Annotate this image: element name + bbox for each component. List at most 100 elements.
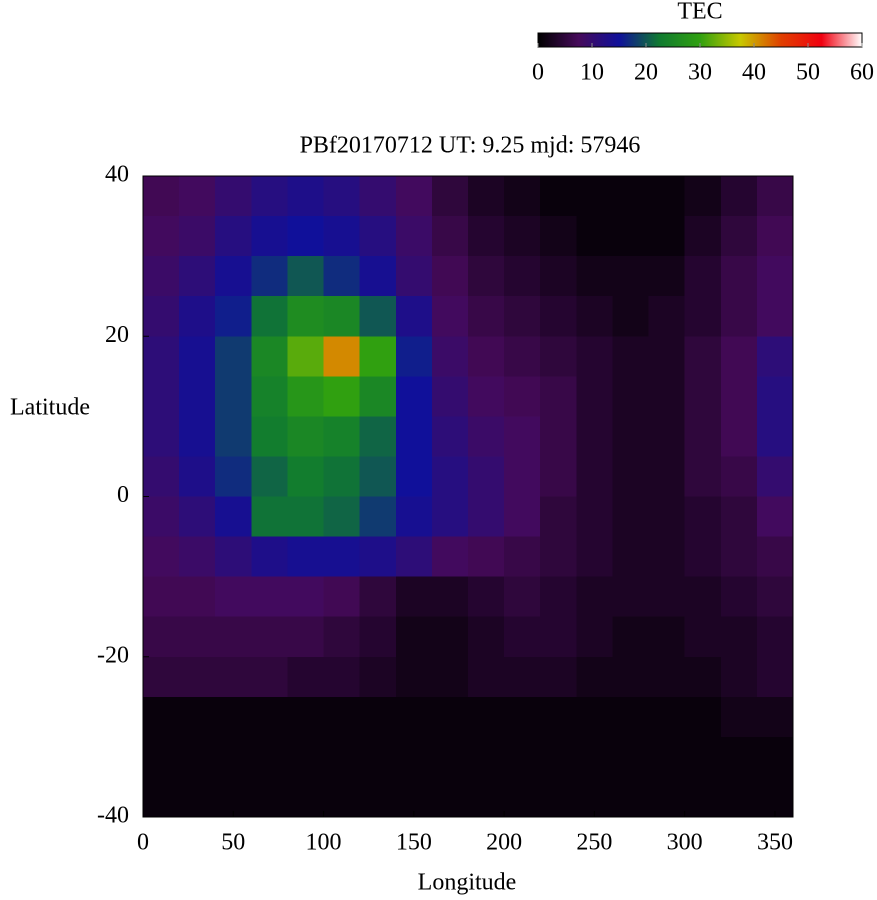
heatmap-cell [323, 776, 361, 818]
heatmap-cell [287, 376, 325, 417]
y-tick-label: -40 [97, 803, 129, 829]
heatmap-cell [287, 456, 325, 497]
x-tick-label: 100 [306, 830, 342, 856]
heatmap-cell [756, 536, 794, 578]
heatmap-cell [215, 576, 252, 618]
heatmap-cell [756, 416, 794, 457]
heatmap-cell [431, 776, 469, 818]
heatmap-cell [720, 616, 758, 658]
heatmap-cell [323, 696, 361, 738]
heatmap-cell [323, 536, 361, 578]
heatmap-cell [684, 216, 722, 257]
heatmap-cell [143, 176, 180, 217]
heatmap-cell [323, 576, 361, 618]
heatmap-cell [215, 696, 252, 738]
heatmap-cell [251, 216, 288, 257]
heatmap-cell [576, 536, 613, 578]
heatmap-cell [143, 216, 180, 257]
heatmap-cell [215, 176, 252, 217]
heatmap-cell [540, 336, 577, 377]
heatmap-cell [576, 216, 613, 257]
heatmap-cell [612, 256, 650, 297]
heatmap-cell [251, 296, 288, 337]
heatmap-cell [251, 616, 288, 658]
heatmap-cell [648, 416, 686, 457]
x-tick-label: 50 [221, 830, 245, 856]
heatmap-cell [540, 256, 577, 297]
heatmap-cell [540, 736, 577, 778]
heatmap-cell [431, 376, 469, 417]
heatmap-cell [756, 776, 794, 818]
heatmap-cell [431, 696, 469, 738]
heatmap-cell [504, 616, 541, 658]
heatmap-cell [504, 696, 541, 738]
heatmap-cell [540, 576, 577, 618]
heatmap-cell [576, 376, 613, 417]
heatmap-cell [251, 256, 288, 297]
heatmap-cell [504, 736, 541, 778]
heatmap-cell [179, 456, 216, 497]
heatmap-cell [287, 656, 325, 698]
heatmap-cell [756, 496, 794, 538]
heatmap-cell [359, 576, 397, 618]
heatmap-cell [215, 616, 252, 658]
heatmap-cell [215, 656, 252, 698]
heatmap-cell [323, 336, 361, 377]
heatmap-cell [612, 456, 650, 497]
heatmap-cell [179, 696, 216, 738]
heatmap-cell [576, 576, 613, 618]
heatmap-cell [323, 176, 361, 217]
heatmap-cell [323, 256, 361, 297]
heatmap-cell [576, 736, 613, 778]
heatmap-cell [720, 536, 758, 578]
heatmap-cell [576, 656, 613, 698]
heatmap-cell [720, 176, 758, 217]
heatmap-cell [468, 176, 505, 217]
heatmap-cell [251, 376, 288, 417]
y-tick-label: 20 [105, 322, 129, 348]
heatmap-cell [251, 576, 288, 618]
heatmap-cell [504, 536, 541, 578]
heatmap-cell [251, 696, 288, 738]
chart-title: PBf20170712 UT: 9.25 mjd: 57946 [300, 133, 641, 159]
heatmap-cell [468, 536, 505, 578]
heatmap-cell [612, 536, 650, 578]
heatmap-cell [684, 536, 722, 578]
heatmap-cell [395, 656, 433, 698]
heatmap-cell [215, 336, 252, 377]
heatmap-cell [648, 696, 686, 738]
heatmap-cell [251, 336, 288, 377]
heatmap-cell [143, 536, 180, 578]
heatmap-cell [756, 256, 794, 297]
heatmap-cell [648, 536, 686, 578]
heatmap-cell [395, 176, 433, 217]
heatmap-cell [359, 736, 397, 778]
heatmap-cell [720, 456, 758, 497]
heatmap-cell [720, 416, 758, 457]
x-axis-label: Longitude [418, 870, 517, 896]
heatmap-cell [359, 656, 397, 698]
heatmap-cell [431, 256, 469, 297]
heatmap-cell [359, 616, 397, 658]
heatmap-cell [648, 616, 686, 658]
heatmap-cell [431, 576, 469, 618]
heatmap-cell [720, 336, 758, 377]
heatmap-cell [684, 496, 722, 538]
colorbar-tick-label: 40 [742, 60, 766, 86]
heatmap-cell [684, 256, 722, 297]
heatmap-cell [576, 336, 613, 377]
heatmap-cell [287, 416, 325, 457]
heatmap-cell [431, 296, 469, 337]
heatmap-cell [468, 576, 505, 618]
heatmap-cell [215, 736, 252, 778]
heatmap-cell [540, 456, 577, 497]
heatmap-cell [395, 336, 433, 377]
heatmap-cell [179, 616, 216, 658]
heatmap-cell [179, 296, 216, 337]
heatmap-cell [648, 656, 686, 698]
heatmap-cell [143, 656, 180, 698]
heatmap-cell [540, 496, 577, 538]
heatmap-cell [468, 296, 505, 337]
x-tick-label: 300 [667, 830, 703, 856]
heatmap-cell [179, 216, 216, 257]
